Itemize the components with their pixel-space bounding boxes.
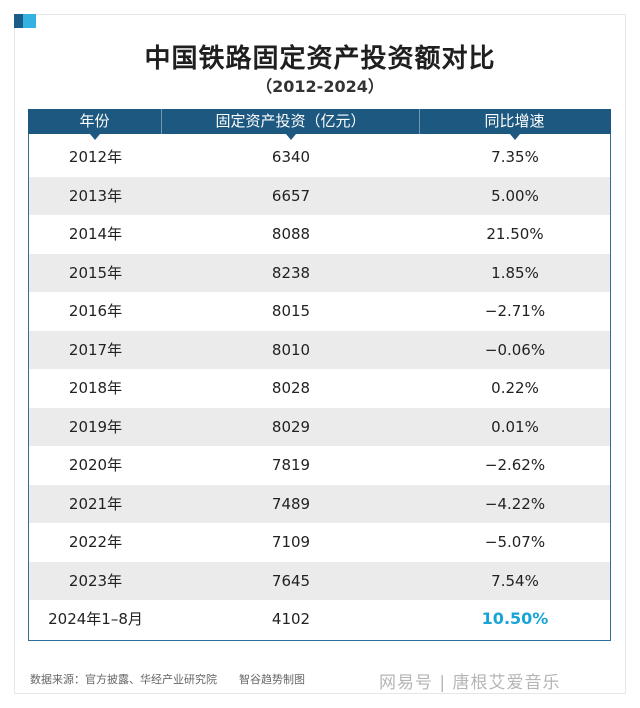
investment-cell: 8238 (271, 263, 311, 282)
growth-cell: −2.62% (484, 456, 546, 474)
column-header-investment: 固定资产投资（亿元） (161, 109, 419, 140)
investment-cell: 7819 (271, 456, 311, 474)
table-row: 2012年 6340 7.35% (29, 138, 610, 176)
growth-cell: 5.00% (491, 186, 539, 205)
table-row: 2020年 7819 −2.62% (29, 446, 610, 484)
growth-cell: 0.22% (491, 379, 539, 397)
year-cell: 2016年 (68, 302, 123, 320)
growth-cell: 21.50% (486, 225, 544, 243)
year-cell: 2023年 (68, 571, 123, 590)
growth-cell: −5.07% (484, 533, 546, 551)
investment-cell: 7109 (271, 533, 311, 551)
year-cell: 2020年 (68, 456, 123, 474)
investment-cell: 4102 (271, 610, 311, 628)
growth-cell: 7.35% (491, 148, 539, 166)
growth-cell: 10.50% (481, 609, 549, 628)
column-header-growth: 同比增速 (419, 109, 609, 140)
column-header-year: 年份 (28, 109, 161, 140)
growth-cell: 7.54% (491, 571, 539, 590)
investment-cell: 7489 (271, 494, 311, 513)
investment-cell: 6657 (271, 186, 311, 205)
growth-cell: 0.01% (491, 417, 539, 436)
table-body: 2012年 6340 7.35% 2013年 6657 5.00% 2014年 8088 21.… (28, 134, 611, 641)
chart-title: 中国铁路固定资产投资额对比 (144, 44, 496, 74)
table-row: 2016年 8015 −2.71% (29, 292, 610, 330)
chart-subtitle: （2012-2024） (256, 77, 384, 96)
brand-corner-mark (14, 14, 36, 28)
investment-cell: 8015 (271, 302, 311, 320)
table-row: 2022年 7109 −5.07% (29, 523, 610, 561)
table-row: 2019年 8029 0.01% (29, 407, 610, 446)
data-source-note: 数据来源：官方披露、华经产业研究院 智谷趋势制图 (30, 673, 305, 686)
investment-cell: 6340 (271, 148, 311, 166)
year-cell: 2013年 (68, 186, 123, 205)
table-header: 年份 固定资产投资（亿元） 同比增速 (28, 109, 611, 140)
growth-cell: −2.71% (484, 302, 546, 320)
table-row: 2014年 8088 21.50% (29, 215, 610, 253)
growth-cell: −0.06% (484, 340, 546, 359)
table-row: 2018年 8028 0.22% (29, 369, 610, 407)
growth-cell: −4.22% (484, 494, 546, 513)
table-row: 2024年1–8月 4102 10.50% (29, 600, 610, 638)
investment-cell: 8010 (271, 340, 311, 359)
table-row: 2021年 7489 −4.22% (29, 484, 610, 523)
year-cell: 2021年 (68, 494, 123, 513)
investment-cell: 8029 (271, 417, 311, 436)
year-cell: 2018年 (68, 379, 123, 397)
year-cell: 2014年 (68, 225, 123, 243)
year-cell: 2019年 (68, 417, 123, 436)
investment-cell: 8088 (271, 225, 311, 243)
watermark: 网易号 | 唐根艾爱音乐 (379, 673, 561, 693)
year-cell: 2022年 (68, 533, 123, 551)
year-cell: 2017年 (68, 340, 123, 359)
table-row: 2023年 7645 7.54% (29, 561, 610, 600)
table-row: 2017年 8010 −0.06% (29, 330, 610, 369)
investment-cell: 8028 (271, 379, 311, 397)
year-cell: 2015年 (68, 263, 123, 282)
table-row: 2013年 6657 5.00% (29, 176, 610, 215)
table-row: 2015年 8238 1.85% (29, 253, 610, 292)
year-cell: 2024年1–8月 (48, 610, 143, 628)
investment-cell: 7645 (271, 571, 311, 590)
growth-cell: 1.85% (491, 263, 539, 282)
year-cell: 2012年 (68, 148, 123, 166)
